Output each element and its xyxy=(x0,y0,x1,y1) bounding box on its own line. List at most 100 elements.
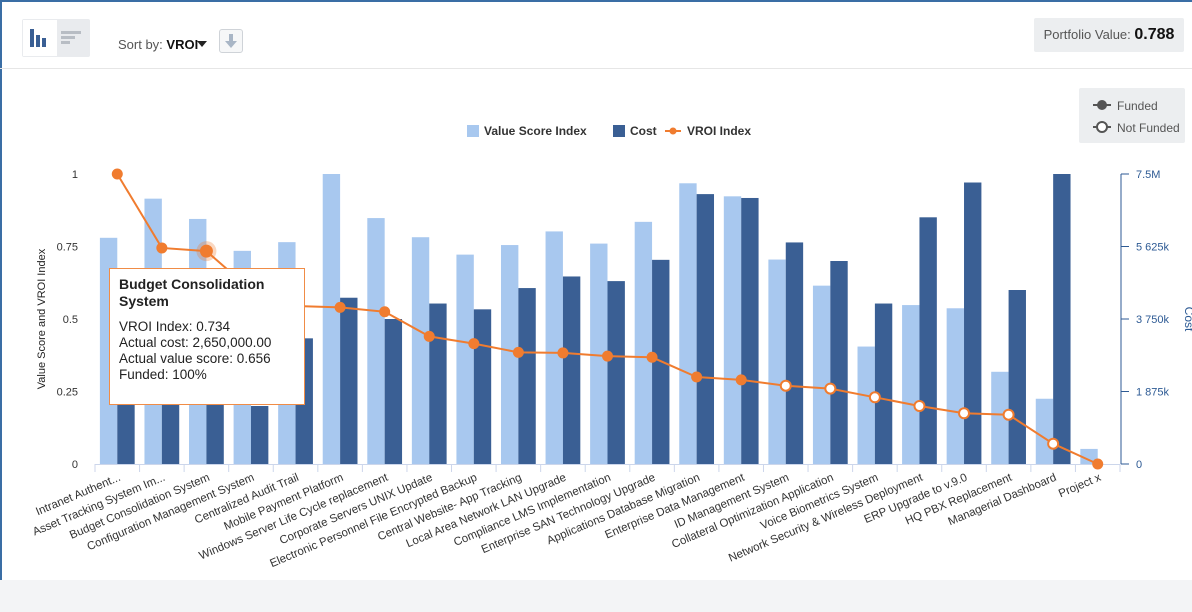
value-score-bar xyxy=(456,254,474,464)
vroi-point-not-funded xyxy=(1047,437,1060,450)
legend-vroi-label: VROI Index xyxy=(687,124,751,138)
caret-down-icon[interactable] xyxy=(197,41,207,47)
funded-legend: Funded Not Funded xyxy=(1079,88,1185,143)
cost-bar xyxy=(696,194,715,464)
vroi-point-funded xyxy=(423,330,435,342)
value-score-bar xyxy=(1080,448,1098,464)
value-score-bar xyxy=(500,245,519,464)
funded-marker-icon xyxy=(1097,100,1107,110)
value-score-bar xyxy=(634,221,653,464)
value-score-bar xyxy=(768,259,786,464)
legend-vroi-marker xyxy=(669,127,677,135)
value-score-bar xyxy=(590,243,608,464)
vroi-point-funded xyxy=(602,350,613,362)
sort-by-label: Sort by: xyxy=(118,37,163,52)
bar-chart-view-button[interactable] xyxy=(57,20,91,56)
y-axis-title: Value Score and VROI Index xyxy=(36,248,48,389)
legend-cost-label: Cost xyxy=(630,124,657,138)
bar-chart-icon xyxy=(61,31,81,44)
column-chart-view-button[interactable] xyxy=(23,20,57,56)
value-score-bar xyxy=(991,371,1009,464)
vroi-point-funded xyxy=(111,168,123,180)
arrow-down-icon xyxy=(225,34,237,48)
y2-tick-label: 0 xyxy=(1136,459,1142,471)
vroi-point-funded xyxy=(156,242,168,254)
vroi-point-not-funded xyxy=(958,407,971,420)
tooltip-funded: Funded: 100% xyxy=(119,367,207,382)
vroi-point-funded xyxy=(557,347,569,359)
vroi-point-not-funded xyxy=(1002,408,1015,421)
vroi-point-not-funded xyxy=(824,382,837,395)
vroi-point-funded xyxy=(379,306,391,318)
cost-bar xyxy=(874,303,893,464)
cost-bar xyxy=(384,319,403,464)
tooltip-cost: Actual cost: 2,650,000.00 xyxy=(119,335,272,350)
vroi-point-not-funded xyxy=(868,391,881,404)
chart-tooltip: Budget Consolidation System VROI Index: … xyxy=(109,268,305,405)
cost-bar xyxy=(340,297,358,464)
cost-bar xyxy=(1053,174,1071,464)
value-score-bar xyxy=(679,183,697,464)
cost-bar xyxy=(117,402,135,464)
sort-by-dropdown[interactable]: Sort by: VROI xyxy=(118,37,198,52)
funded-legend-label: Funded xyxy=(1117,99,1158,113)
cost-bar xyxy=(518,288,536,464)
value-score-bar xyxy=(367,218,385,464)
cost-bar xyxy=(919,217,937,464)
value-score-bar xyxy=(902,305,920,464)
toolbar: Sort by: VROI Portfolio Value: 0.788 xyxy=(0,0,1192,69)
tooltip-title: Budget Consolidation System xyxy=(119,276,265,309)
vroi-point-funded xyxy=(512,346,524,358)
cost-bar xyxy=(607,281,625,464)
y-tick-label: 0.25 xyxy=(57,387,78,399)
cost-bar xyxy=(562,276,581,464)
y-tick-label: 0.75 xyxy=(57,242,78,254)
y2-tick-label: 5 625k xyxy=(1136,242,1170,254)
y-tick-label: 1 xyxy=(72,169,78,181)
value-score-bar xyxy=(411,237,430,464)
portfolio-value-number: 0.788 xyxy=(1134,26,1175,43)
y2-tick-label: 3 750k xyxy=(1136,314,1170,326)
portfolio-value-label: Portfolio Value: xyxy=(1043,27,1131,42)
not-funded-legend-label: Not Funded xyxy=(1117,121,1180,135)
vroi-point-funded xyxy=(646,351,658,363)
y2-axis-title: Cost xyxy=(1182,307,1192,332)
value-score-bar xyxy=(1035,398,1054,464)
view-toggle xyxy=(22,19,90,57)
y-tick-label: 0 xyxy=(72,459,78,471)
cost-bar xyxy=(785,242,804,464)
sort-by-value: VROI xyxy=(166,37,199,52)
bottom-scroll-area xyxy=(0,580,1192,612)
cost-bar xyxy=(830,261,848,464)
cost-bar xyxy=(250,406,269,464)
x-tick-label: Project x xyxy=(1057,472,1103,501)
y2-tick-label: 7.5M xyxy=(1136,169,1160,181)
not-funded-marker-icon xyxy=(1096,121,1108,133)
y2-tick-label: 1 875k xyxy=(1136,387,1170,399)
portfolio-value: Portfolio Value: 0.788 xyxy=(1034,18,1184,52)
vroi-point-funded xyxy=(468,338,480,350)
funded-legend-markers xyxy=(1093,100,1111,133)
value-score-bar xyxy=(545,231,563,464)
y-tick-label: 0.5 xyxy=(63,314,78,326)
legend-value-score-label: Value Score Index xyxy=(484,124,587,138)
cost-bar xyxy=(206,402,224,464)
cost-bar xyxy=(1008,290,1026,464)
vroi-point-funded xyxy=(735,374,747,386)
sort-direction-button[interactable] xyxy=(219,29,243,53)
legend-value-score-swatch xyxy=(467,125,479,137)
vroi-point-funded xyxy=(199,244,213,258)
tooltip-value-score: Actual value score: 0.656 xyxy=(119,351,271,366)
vroi-point-funded xyxy=(334,301,346,313)
vroi-point-funded xyxy=(691,371,703,383)
vroi-point-funded xyxy=(1092,458,1104,470)
cost-bar xyxy=(429,303,447,464)
column-chart-icon xyxy=(30,29,46,47)
cost-bar xyxy=(964,182,982,465)
value-score-bar xyxy=(322,174,341,464)
legend-cost-swatch xyxy=(613,125,625,137)
value-score-bar xyxy=(812,285,831,464)
value-score-bar xyxy=(946,308,965,464)
tooltip-vroi: VROI Index: 0.734 xyxy=(119,319,231,334)
